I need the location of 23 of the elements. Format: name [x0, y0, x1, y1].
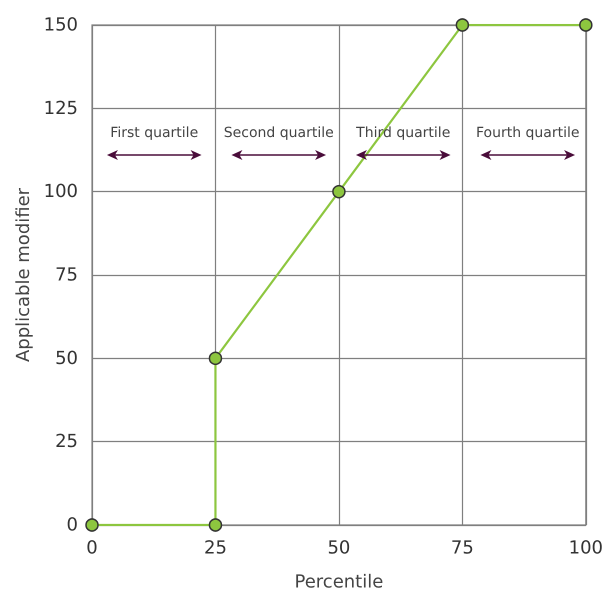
y-tick-label: 75: [55, 264, 78, 286]
point: [208, 518, 222, 532]
point: [579, 18, 593, 32]
y-axis-title: Applicable modifier: [13, 187, 34, 362]
x-tick-label: 75: [450, 538, 474, 558]
point: [85, 518, 99, 532]
annotation: Fourth quartile: [476, 125, 580, 141]
x-tick-label: 25: [204, 538, 227, 558]
y-tick-label: 50: [55, 348, 78, 369]
y-tick-label: 100: [44, 181, 78, 202]
point: [456, 18, 470, 32]
point: [208, 352, 222, 366]
y-tick-label: 0: [66, 514, 78, 536]
y-tick-label: 150: [44, 14, 78, 36]
x-tick-label: 100: [568, 538, 603, 558]
point: [332, 184, 346, 198]
annotation: Second quartile: [224, 125, 334, 141]
annotation: First quartile: [110, 125, 198, 141]
x-axis-title: Percentile: [294, 572, 384, 592]
y-tick-label: 25: [55, 431, 78, 452]
y-tick-label: 125: [44, 98, 78, 119]
x-tick-label: 0: [86, 538, 98, 558]
x-tick-label: 50: [327, 538, 350, 558]
